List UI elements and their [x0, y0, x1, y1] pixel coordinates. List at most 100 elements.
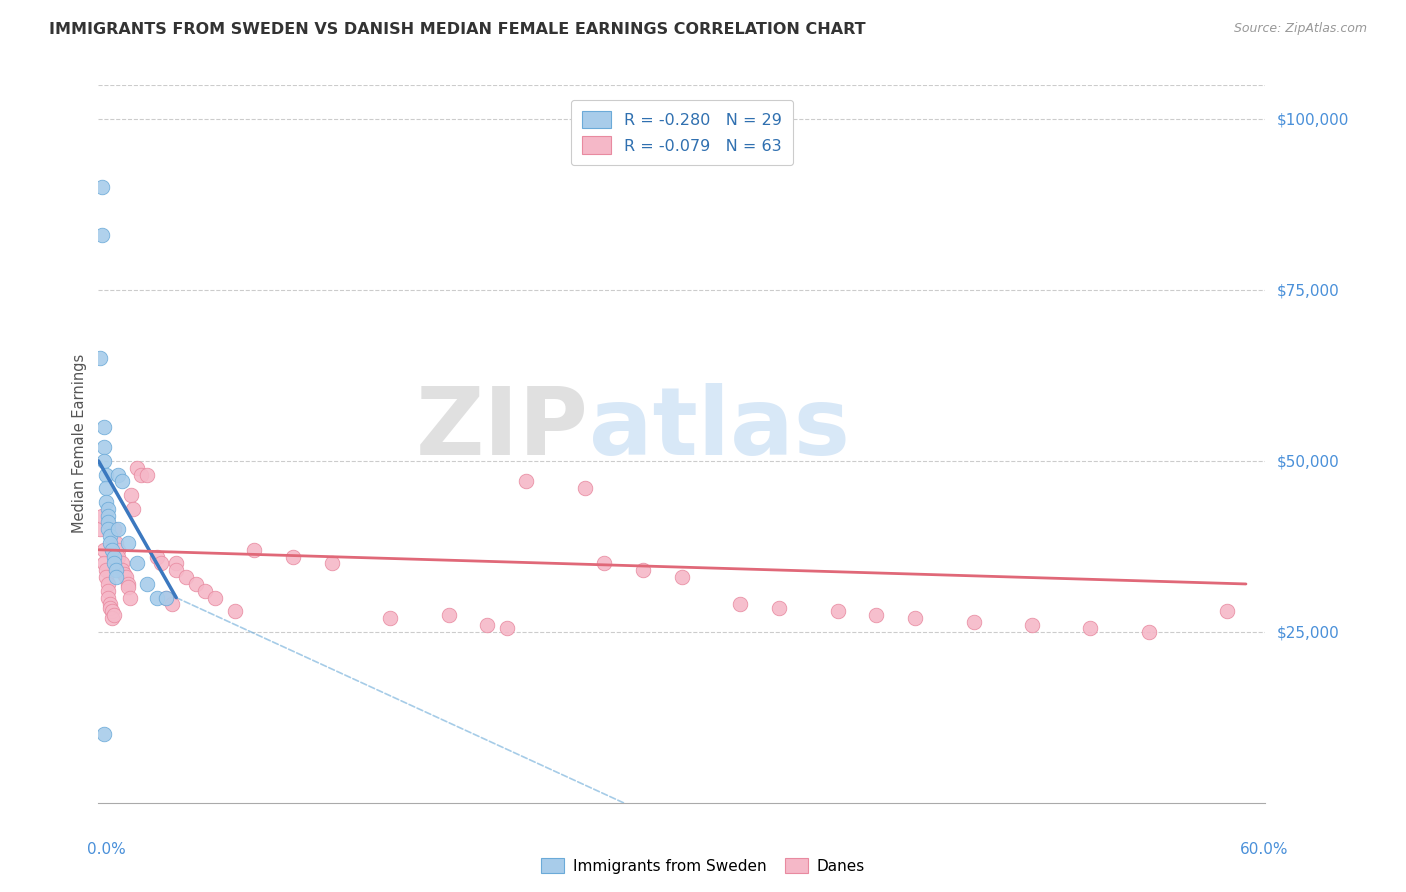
- Point: [243, 542, 266, 557]
- Point: [1021, 618, 1043, 632]
- Point: [97, 583, 120, 598]
- Point: [437, 607, 460, 622]
- Point: [127, 557, 149, 571]
- Point: [380, 611, 402, 625]
- Point: [321, 557, 343, 571]
- Point: [593, 557, 616, 571]
- Point: [96, 570, 118, 584]
- Point: [96, 563, 118, 577]
- Point: [1137, 624, 1160, 639]
- Point: [96, 481, 118, 495]
- Point: [194, 583, 217, 598]
- Point: [224, 604, 246, 618]
- Point: [93, 727, 115, 741]
- Point: [89, 522, 111, 536]
- Point: [97, 501, 120, 516]
- Point: [111, 563, 134, 577]
- Legend: Immigrants from Sweden, Danes: Immigrants from Sweden, Danes: [534, 852, 872, 880]
- Point: [93, 557, 115, 571]
- Point: [146, 549, 169, 564]
- Point: [127, 460, 149, 475]
- Point: [107, 467, 129, 482]
- Point: [136, 577, 159, 591]
- Point: [121, 488, 143, 502]
- Point: [98, 529, 121, 543]
- Point: [129, 467, 152, 482]
- Point: [496, 622, 519, 636]
- Point: [96, 467, 118, 482]
- Point: [104, 570, 127, 584]
- Point: [204, 591, 226, 605]
- Point: [117, 577, 139, 591]
- Point: [97, 591, 120, 605]
- Point: [117, 581, 139, 595]
- Point: [104, 536, 127, 550]
- Legend: R = -0.280   N = 29, R = -0.079   N = 63: R = -0.280 N = 29, R = -0.079 N = 63: [571, 100, 793, 165]
- Point: [93, 542, 115, 557]
- Point: [827, 604, 849, 618]
- Point: [111, 475, 134, 489]
- Point: [104, 563, 127, 577]
- Point: [112, 566, 135, 581]
- Point: [91, 180, 114, 194]
- Point: [768, 601, 790, 615]
- Point: [89, 351, 111, 366]
- Point: [122, 501, 145, 516]
- Point: [97, 577, 120, 591]
- Point: [281, 549, 304, 564]
- Point: [117, 536, 139, 550]
- Point: [184, 577, 207, 591]
- Point: [146, 591, 169, 605]
- Point: [1080, 622, 1102, 636]
- Point: [155, 591, 177, 605]
- Point: [631, 563, 654, 577]
- Point: [93, 454, 115, 468]
- Y-axis label: Median Female Earnings: Median Female Earnings: [72, 354, 87, 533]
- Point: [97, 508, 120, 523]
- Point: [865, 607, 887, 622]
- Text: Source: ZipAtlas.com: Source: ZipAtlas.com: [1233, 22, 1367, 36]
- Point: [962, 615, 984, 629]
- Point: [107, 522, 129, 536]
- Point: [904, 611, 927, 625]
- Point: [118, 591, 141, 605]
- Point: [103, 557, 125, 571]
- Point: [91, 228, 114, 243]
- Point: [165, 557, 187, 571]
- Point: [107, 542, 129, 557]
- Point: [97, 522, 120, 536]
- Point: [136, 467, 159, 482]
- Point: [103, 607, 125, 622]
- Text: 0.0%: 0.0%: [87, 842, 125, 857]
- Point: [149, 557, 172, 571]
- Point: [174, 570, 197, 584]
- Point: [515, 475, 537, 489]
- Point: [91, 508, 114, 523]
- Point: [101, 611, 124, 625]
- Text: ZIP: ZIP: [416, 384, 589, 475]
- Point: [107, 549, 129, 564]
- Point: [96, 495, 118, 509]
- Point: [477, 618, 499, 632]
- Point: [101, 542, 124, 557]
- Point: [162, 598, 184, 612]
- Point: [730, 598, 752, 612]
- Point: [671, 570, 693, 584]
- Point: [98, 598, 121, 612]
- Point: [97, 516, 120, 530]
- Point: [93, 419, 115, 434]
- Text: 60.0%: 60.0%: [1240, 842, 1289, 857]
- Point: [103, 522, 125, 536]
- Text: atlas: atlas: [589, 384, 849, 475]
- Point: [111, 557, 134, 571]
- Point: [1215, 604, 1237, 618]
- Point: [93, 440, 115, 454]
- Point: [98, 536, 121, 550]
- Point: [114, 570, 136, 584]
- Point: [165, 563, 187, 577]
- Point: [155, 591, 177, 605]
- Point: [101, 604, 124, 618]
- Point: [574, 481, 596, 495]
- Point: [98, 601, 121, 615]
- Point: [103, 549, 125, 564]
